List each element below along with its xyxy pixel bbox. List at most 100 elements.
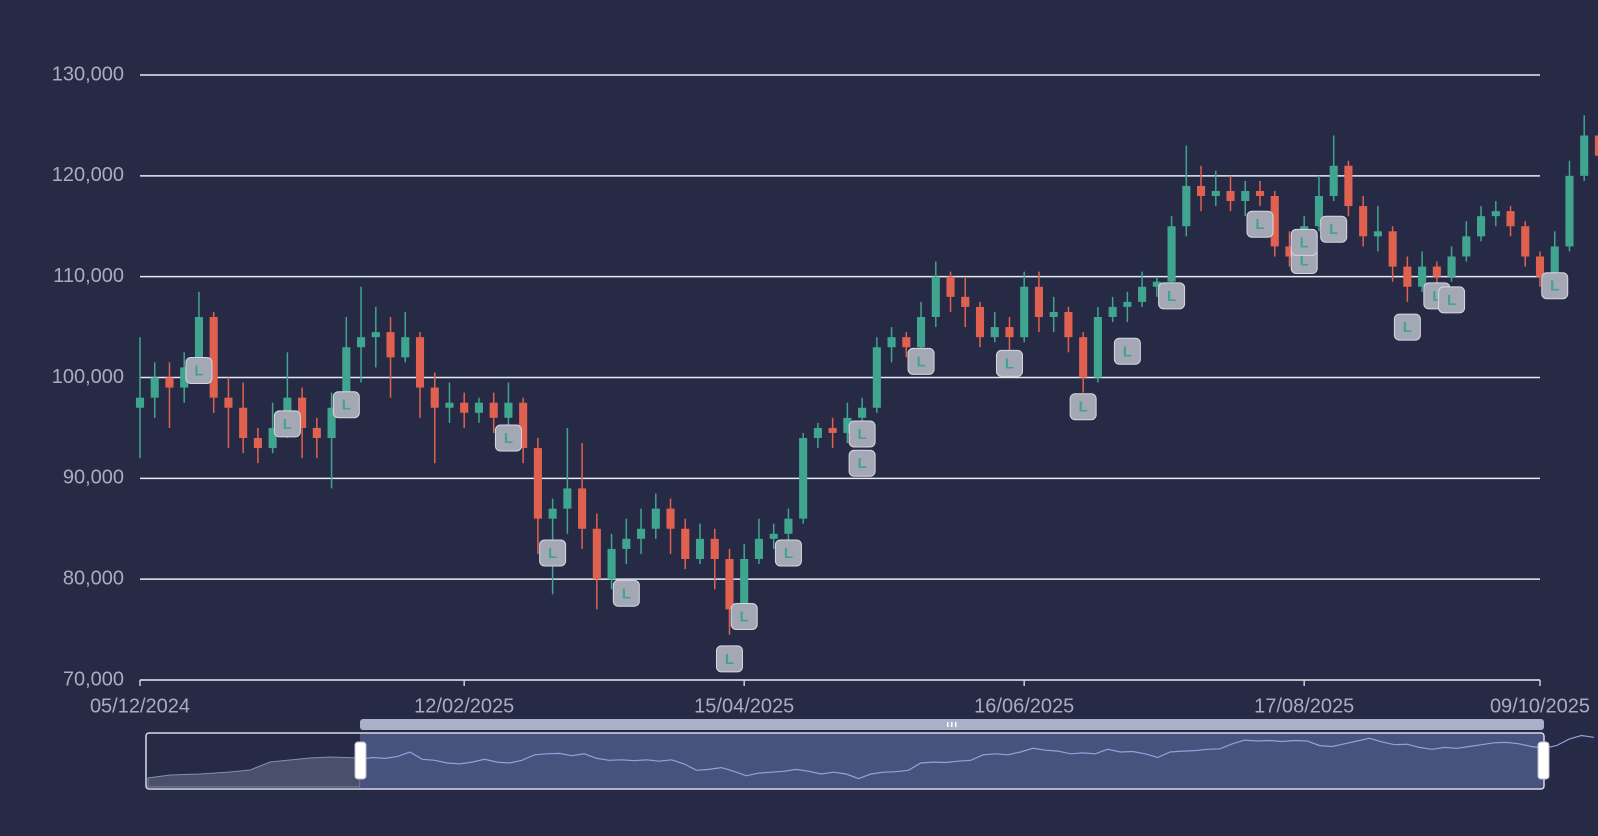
marker-badge xyxy=(1320,215,1348,243)
candle xyxy=(239,382,248,454)
candle xyxy=(1477,206,1486,242)
candle-body xyxy=(784,518,793,534)
marker: L xyxy=(1541,272,1569,300)
marker-label: L xyxy=(1123,343,1132,360)
candle xyxy=(1329,135,1338,202)
candle-body xyxy=(1432,266,1441,277)
candle-body xyxy=(312,427,321,438)
y-tick-label: 120,000 xyxy=(52,164,124,186)
marker-badge xyxy=(1438,286,1466,314)
candle xyxy=(681,518,690,570)
candle xyxy=(1506,206,1515,237)
marker-label: L xyxy=(858,426,867,443)
candle xyxy=(357,286,366,383)
marker-label: L xyxy=(784,545,793,562)
candle xyxy=(386,317,395,398)
candle-body xyxy=(1182,185,1191,227)
slider-handle-left[interactable] xyxy=(354,741,367,780)
candle xyxy=(327,392,336,489)
marker-label: L xyxy=(1447,292,1456,309)
candle-body xyxy=(578,488,587,529)
candle-body xyxy=(489,402,498,418)
candle-body xyxy=(1064,311,1073,338)
candle-body xyxy=(1418,266,1427,287)
marker: L xyxy=(1246,210,1274,238)
candle-body xyxy=(386,332,395,358)
marker: L xyxy=(907,347,935,375)
x-tick-label: 05/12/2024 xyxy=(90,695,190,717)
candle xyxy=(1359,196,1368,247)
candle xyxy=(268,402,277,454)
candle-body xyxy=(1550,246,1559,277)
candle xyxy=(1064,306,1073,353)
candle xyxy=(253,427,262,464)
y-tick-label: 100,000 xyxy=(52,366,124,388)
candle-body xyxy=(533,448,542,519)
marker-label: L xyxy=(858,455,867,472)
candle-body xyxy=(1314,196,1323,227)
marker-badge xyxy=(1158,282,1186,310)
marker: L xyxy=(494,424,522,452)
candle xyxy=(1565,160,1574,252)
candle xyxy=(1079,332,1088,393)
marker-badge xyxy=(995,349,1023,377)
candle-body xyxy=(224,397,233,408)
candle xyxy=(917,301,926,353)
candle-body xyxy=(371,332,380,338)
candle-body xyxy=(1447,256,1456,277)
marker-badge xyxy=(848,449,876,477)
marker-badge xyxy=(494,424,522,452)
candle-body xyxy=(209,317,218,398)
y-tick-label: 80,000 xyxy=(63,567,124,589)
candle-body xyxy=(695,538,705,559)
candle xyxy=(1535,251,1545,287)
candle-body xyxy=(1329,165,1338,196)
candle-body xyxy=(401,337,410,358)
candle-body xyxy=(563,488,572,509)
candle-body xyxy=(917,317,926,348)
candle xyxy=(1580,115,1589,181)
slider-handle-right[interactable] xyxy=(1537,741,1550,780)
candle xyxy=(1344,160,1353,217)
candle-body xyxy=(1123,301,1132,307)
marker: L xyxy=(1069,393,1097,421)
candle xyxy=(975,301,985,348)
candle xyxy=(872,337,881,413)
candle xyxy=(1020,271,1029,343)
marker-badge xyxy=(848,420,876,448)
marker-badge xyxy=(1113,337,1141,365)
candle-body xyxy=(1005,327,1014,338)
marker-badge xyxy=(1069,393,1097,421)
candle-body xyxy=(637,528,646,539)
candle-body xyxy=(1521,226,1530,257)
candle xyxy=(769,523,778,549)
marker: L xyxy=(715,645,743,673)
candle-body xyxy=(1093,317,1102,378)
candle-body xyxy=(1344,165,1353,207)
candle xyxy=(474,397,483,423)
candle-body xyxy=(1167,226,1176,282)
marker: L xyxy=(273,410,301,438)
candle-body xyxy=(239,407,248,438)
candle-body xyxy=(1580,135,1589,176)
candle xyxy=(312,417,321,459)
marker-badge xyxy=(539,539,567,567)
candle xyxy=(637,508,646,554)
candle-body xyxy=(1034,286,1043,317)
marker-label: L xyxy=(1255,216,1264,233)
marker-badge xyxy=(907,347,935,375)
candle-body xyxy=(1285,246,1294,257)
candle xyxy=(1211,170,1220,207)
data-zoom-slider[interactable] xyxy=(145,719,1594,790)
marker: L xyxy=(539,539,567,567)
candle-body xyxy=(1226,190,1235,202)
candle-body xyxy=(1535,256,1545,277)
marker-label: L xyxy=(740,608,749,625)
marker-label: L xyxy=(1167,288,1176,305)
candle-body xyxy=(961,296,970,307)
candle xyxy=(401,311,410,363)
candle-body xyxy=(754,538,763,559)
candle-body xyxy=(1138,286,1147,302)
slider-grip xyxy=(951,722,953,727)
